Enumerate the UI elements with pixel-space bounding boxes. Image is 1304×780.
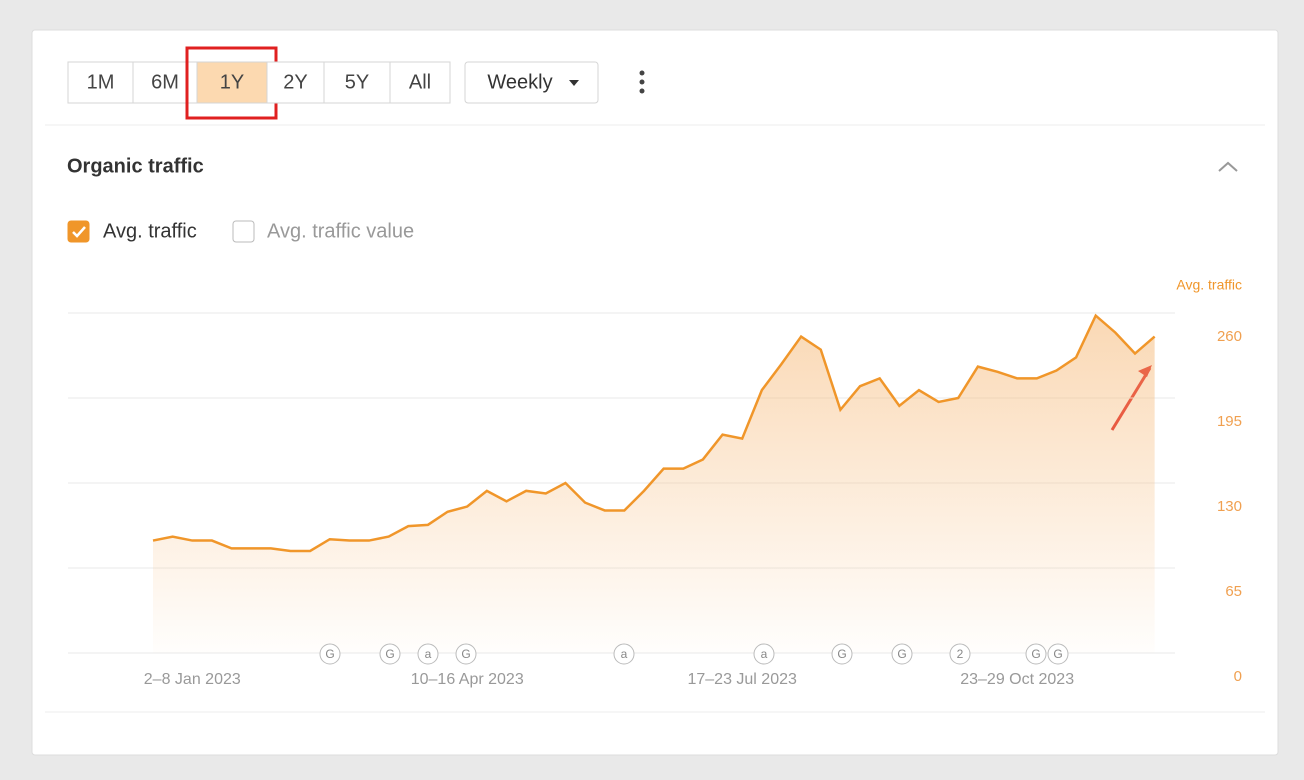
dropdown-caret bbox=[569, 80, 579, 86]
x-tick-label: 23–29 Oct 2023 bbox=[960, 671, 1074, 688]
event-label: a bbox=[425, 647, 432, 661]
range-button[interactable] bbox=[389, 61, 451, 104]
event-label: G bbox=[837, 647, 846, 661]
event-label: G bbox=[385, 647, 394, 661]
section-title: Organic traffic bbox=[67, 155, 204, 177]
event-marker[interactable] bbox=[949, 643, 971, 665]
legend-label: Avg. traffic value bbox=[267, 220, 414, 242]
event-marker[interactable] bbox=[379, 643, 401, 665]
y-tick-label: 130 bbox=[1217, 498, 1242, 515]
event-label: a bbox=[621, 647, 628, 661]
legend-checkbox[interactable] bbox=[232, 220, 255, 243]
event-marker[interactable] bbox=[1025, 643, 1047, 665]
event-marker[interactable] bbox=[753, 643, 775, 665]
range-label: 1Y bbox=[220, 71, 244, 93]
event-label: G bbox=[1053, 647, 1062, 661]
event-label: a bbox=[761, 647, 768, 661]
y-tick-label: 65 bbox=[1225, 583, 1242, 600]
event-label: G bbox=[325, 647, 334, 661]
interval-dropdown[interactable] bbox=[464, 61, 599, 104]
y-tick-label: 195 bbox=[1217, 413, 1242, 430]
range-button[interactable] bbox=[67, 61, 134, 104]
range-label: 1M bbox=[87, 71, 115, 93]
event-marker[interactable] bbox=[455, 643, 477, 665]
event-label: G bbox=[1031, 647, 1040, 661]
interval-label: Weekly bbox=[487, 71, 552, 93]
event-marker[interactable] bbox=[417, 643, 439, 665]
range-label: 5Y bbox=[345, 71, 369, 93]
more-menu[interactable] bbox=[639, 70, 645, 94]
event-label: 2 bbox=[957, 647, 964, 661]
event-marker[interactable] bbox=[1047, 643, 1069, 665]
y-axis-label: Avg. traffic bbox=[1176, 277, 1242, 293]
range-button[interactable] bbox=[196, 61, 268, 104]
legend-checkbox[interactable] bbox=[67, 220, 90, 243]
range-label: 2Y bbox=[283, 71, 307, 93]
y-tick-label: 0 bbox=[1234, 668, 1242, 685]
event-marker[interactable] bbox=[613, 643, 635, 665]
collapse-chevron[interactable] bbox=[1218, 161, 1238, 172]
x-tick-label: 17–23 Jul 2023 bbox=[687, 671, 797, 688]
event-marker[interactable] bbox=[831, 643, 853, 665]
event-label: G bbox=[461, 647, 470, 661]
range-label: 6M bbox=[151, 71, 179, 93]
legend-label: Avg. traffic bbox=[103, 220, 197, 242]
traffic-line bbox=[152, 313, 1156, 553]
range-label: All bbox=[409, 71, 431, 93]
x-tick-label: 2–8 Jan 2023 bbox=[144, 671, 241, 688]
event-label: G bbox=[897, 647, 906, 661]
y-tick-label: 260 bbox=[1217, 328, 1242, 345]
area-fill bbox=[153, 315, 1155, 653]
checkmark bbox=[72, 226, 86, 238]
range-button[interactable] bbox=[323, 61, 391, 104]
range-button[interactable] bbox=[266, 61, 325, 104]
x-tick-label: 10–16 Apr 2023 bbox=[411, 671, 524, 688]
event-marker[interactable] bbox=[319, 643, 341, 665]
event-marker[interactable] bbox=[891, 643, 913, 665]
